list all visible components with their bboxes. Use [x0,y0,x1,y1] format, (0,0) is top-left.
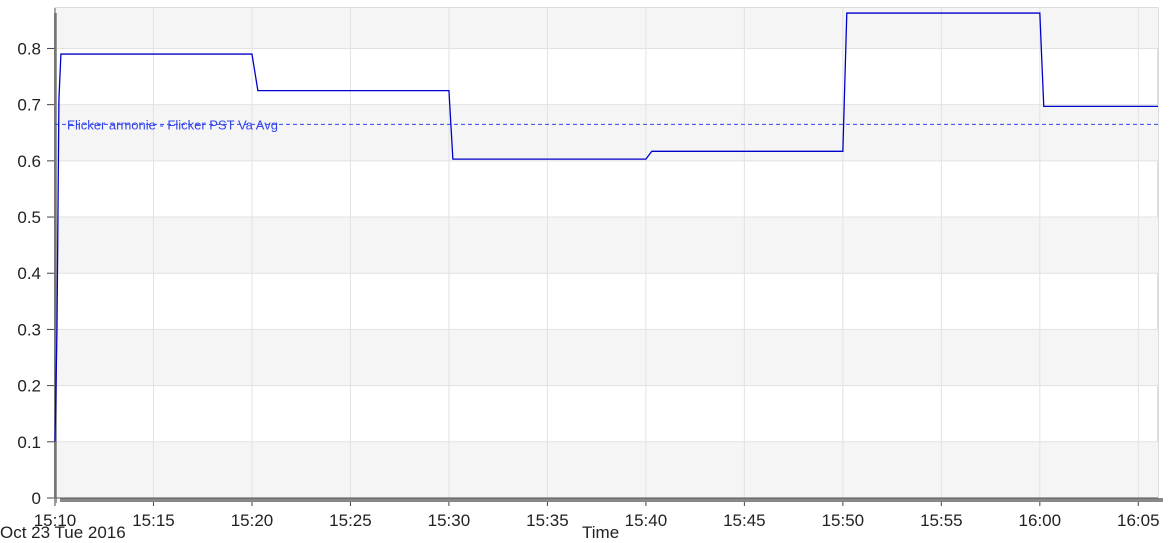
x-tick-label: 15:50 [822,511,865,530]
x-tick-label: 15:20 [231,511,274,530]
y-tick-label: 0.7 [17,96,41,115]
grid-band [55,329,1158,386]
y-tick-label: 0 [32,489,41,508]
x-tick-label: 16:00 [1019,511,1062,530]
grid-band [55,8,1158,49]
y-tick-label: 0.2 [17,377,41,396]
y-tick-label: 0.1 [17,433,41,452]
x-tick-label: 15:15 [132,511,175,530]
x-tick-label: 15:10 [34,511,77,530]
x-axis-label: Time [582,523,619,542]
y-tick-label: 0.5 [17,208,41,227]
x-tick-label: 15:45 [723,511,766,530]
x-tick-label: 15:30 [428,511,471,530]
x-tick-label: 15:55 [920,511,963,530]
x-tick-label: 15:25 [329,511,372,530]
x-tick-label: 15:40 [625,511,668,530]
y-tick-label: 0.8 [17,39,41,58]
x-axis-shadow [60,498,1163,502]
average-label: Flicker armonie - Flicker PST Va Avg [67,117,278,132]
y-tick-label: 0.6 [17,152,41,171]
grid-band [55,217,1158,274]
y-tick-label: 0.3 [17,320,41,339]
date-label: Oct 23 Tue 2016 [0,523,126,542]
line-series [54,12,1158,442]
y-tick-label: 0.4 [17,264,41,283]
grid-band [55,104,1158,161]
grid-band [55,441,1158,498]
x-tick-label: 15:35 [526,511,569,530]
x-tick-label: 16:05 [1117,511,1160,530]
